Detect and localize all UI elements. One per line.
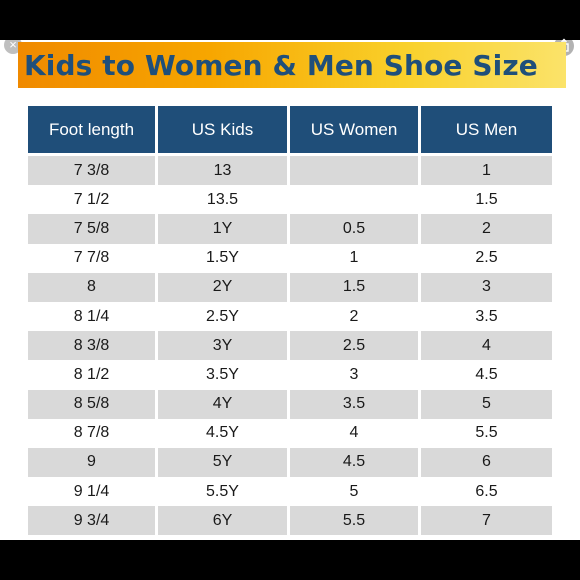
- title-banner: Kids to Women & Men Shoe Size: [18, 42, 566, 88]
- cell-us-kids: 3.5Y: [158, 360, 290, 390]
- table-row: 8 1/4 2.5Y 2 3.5: [28, 301, 552, 332]
- cell-us-women: 2.5: [290, 331, 421, 361]
- cell-us-men: 3.5: [421, 301, 552, 332]
- cell-us-men: 7: [421, 506, 552, 536]
- cell-us-kids: 4.5Y: [158, 418, 290, 448]
- cell-us-women: 4.5: [290, 447, 421, 478]
- cell-us-men: 4: [421, 331, 552, 361]
- cell-us-women: 4: [290, 418, 421, 448]
- table-row: 7 5/8 1Y 0.5 2: [28, 214, 552, 244]
- cell-foot-length: 8 7/8: [28, 418, 158, 448]
- table-row: 7 3/8 13 1: [28, 156, 552, 186]
- cell-foot-length: 8 3/8: [28, 331, 158, 361]
- cell-us-kids: 6Y: [158, 506, 290, 536]
- cell-us-kids: 5.5Y: [158, 477, 290, 507]
- cell-us-kids: 4Y: [158, 389, 290, 419]
- cell-us-women: 3.5: [290, 389, 421, 419]
- table-row: 8 1/2 3.5Y 3 4.5: [28, 360, 552, 390]
- cell-foot-length: 9 3/4: [28, 506, 158, 536]
- cell-foot-length: 7 7/8: [28, 243, 158, 273]
- table-row: 9 1/4 5.5Y 5 6.5: [28, 477, 552, 507]
- cell-foot-length: 7 1/2: [28, 185, 158, 215]
- cell-us-kids: 3Y: [158, 331, 290, 361]
- table-row: 8 5/8 4Y 3.5 5: [28, 389, 552, 419]
- close-icon[interactable]: ×: [4, 36, 22, 54]
- table-row: 7 7/8 1.5Y 1 2.5: [28, 243, 552, 273]
- cell-us-women: 0.5: [290, 214, 421, 244]
- cell-us-men: 2: [421, 214, 552, 244]
- cell-us-kids: 2.5Y: [158, 301, 290, 332]
- table-row: 8 2Y 1.5 3: [28, 272, 552, 302]
- cell-us-kids: 13: [158, 156, 290, 186]
- cell-us-men: 5: [421, 389, 552, 419]
- table-row: 9 3/4 6Y 5.5 7: [28, 506, 552, 536]
- page-title: Kids to Women & Men Shoe Size: [24, 48, 538, 82]
- cell-us-men: 5.5: [421, 418, 552, 448]
- cell-us-women: [290, 156, 421, 186]
- table-body: 7 3/8 13 1 7 1/2 13.5 1.5 7 5/8 1Y 0.5 2 7 7/8 1.5Y…: [28, 156, 552, 536]
- table-header-row: Foot length US Kids US Women US Men: [28, 106, 552, 156]
- header-foot-length: Foot length: [28, 106, 158, 156]
- cell-us-kids: 1.5Y: [158, 243, 290, 273]
- header-us-women: US Women: [290, 106, 421, 156]
- header-us-kids: US Kids: [158, 106, 290, 156]
- table-row: 8 3/8 3Y 2.5 4: [28, 331, 552, 361]
- table-row: 9 5Y 4.5 6: [28, 447, 552, 478]
- cell-foot-length: 9 1/4: [28, 477, 158, 507]
- table-row: 7 1/2 13.5 1.5: [28, 185, 552, 215]
- cell-us-women: 5: [290, 477, 421, 507]
- cell-us-women: 2: [290, 301, 421, 332]
- cell-us-kids: 2Y: [158, 272, 290, 302]
- cell-foot-length: 8 1/4: [28, 301, 158, 332]
- cell-us-women: 1: [290, 243, 421, 273]
- cell-foot-length: 8 5/8: [28, 389, 158, 419]
- table-row: 8 7/8 4.5Y 4 5.5: [28, 418, 552, 448]
- cell-us-men: 1.5: [421, 185, 552, 215]
- cell-foot-length: 8 1/2: [28, 360, 158, 390]
- cell-us-men: 6.5: [421, 477, 552, 507]
- cell-us-women: 5.5: [290, 506, 421, 536]
- cell-foot-length: 7 3/8: [28, 156, 158, 186]
- cell-foot-length: 7 5/8: [28, 214, 158, 244]
- cell-us-men: 2.5: [421, 243, 552, 273]
- cell-us-men: 3: [421, 272, 552, 302]
- cell-us-kids: 1Y: [158, 214, 290, 244]
- cell-us-men: 6: [421, 447, 552, 478]
- cell-us-women: 3: [290, 360, 421, 390]
- cell-us-men: 4.5: [421, 360, 552, 390]
- cell-foot-length: 8: [28, 272, 158, 302]
- cell-foot-length: 9: [28, 447, 158, 478]
- shoe-size-table: Foot length US Kids US Women US Men 7 3/…: [28, 106, 552, 536]
- header-us-men: US Men: [421, 106, 552, 156]
- cell-us-women: [290, 185, 421, 215]
- cell-us-kids: 5Y: [158, 447, 290, 478]
- cell-us-women: 1.5: [290, 272, 421, 302]
- cell-us-kids: 13.5: [158, 185, 290, 215]
- cell-us-men: 1: [421, 156, 552, 186]
